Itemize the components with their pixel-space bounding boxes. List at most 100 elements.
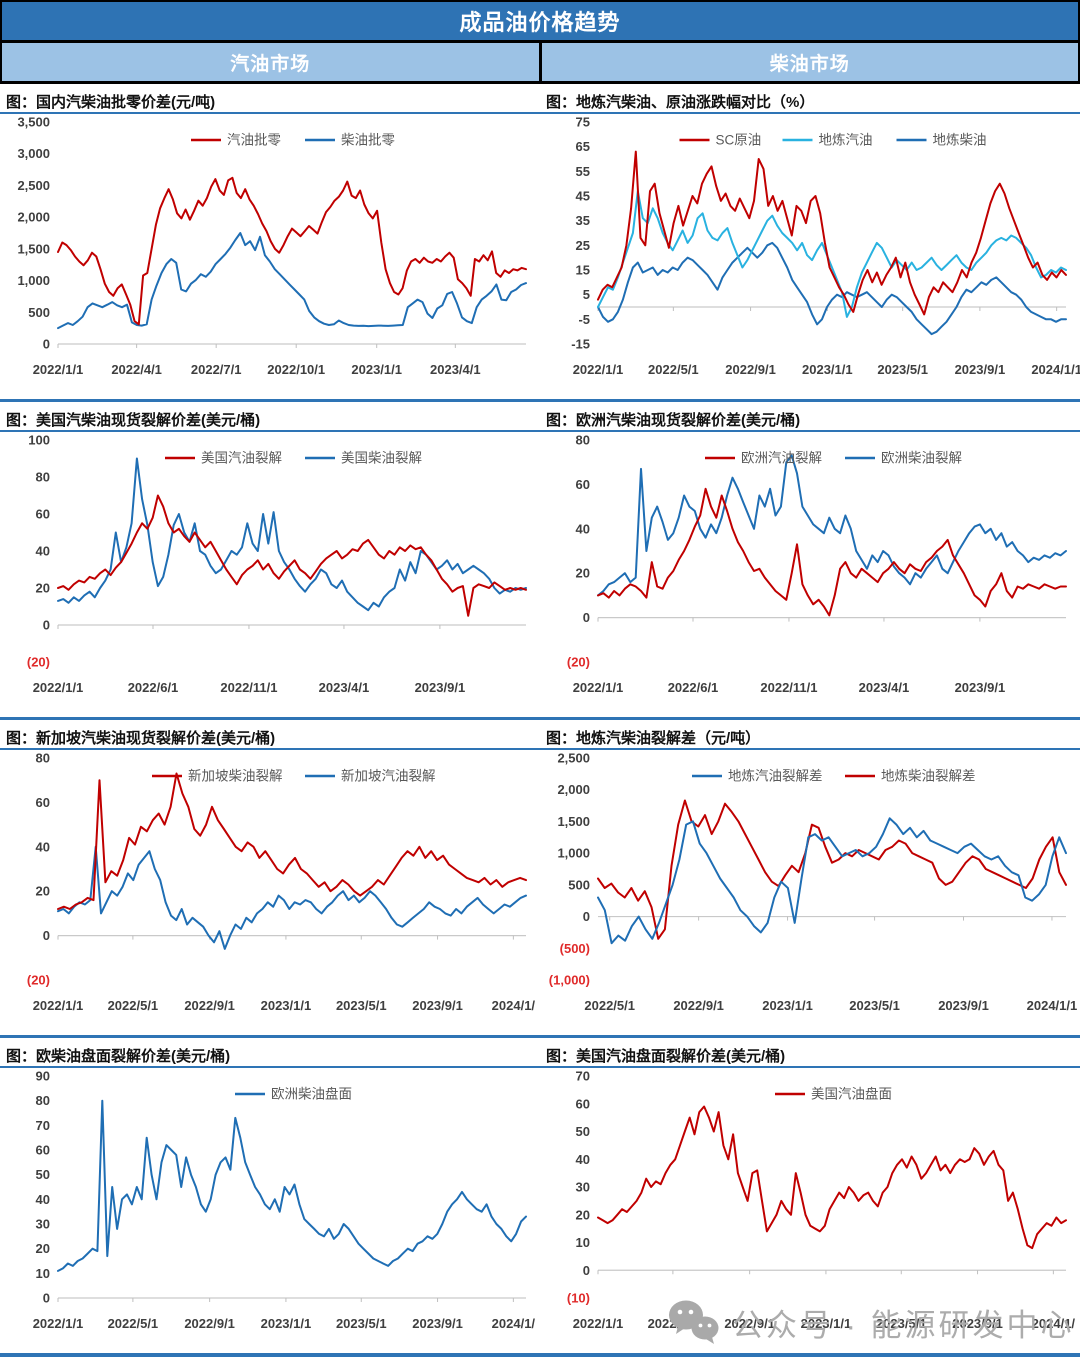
- chart-panel-singapore-crack: 2022/1/1 2022/5/1 2022/9/1 2023/1/1 2023/5/1…: [0, 750, 540, 1035]
- svg-text:(20): (20): [27, 973, 50, 988]
- line-chart-us-crack: 2022/1/1 2022/6/1 2022/11/1 2023/4/1 2023/9/…: [27, 433, 527, 695]
- chart-panel-domestic-spread: 2022/1/1 2022/4/1 2022/7/1 2022/10/1 2023/1/…: [0, 114, 540, 399]
- chart-panel-europe-diesel-futures: 2022/1/1 2022/5/1 2022/9/1 2023/1/1 2023/5/1…: [0, 1068, 540, 1353]
- svg-text:20: 20: [36, 581, 50, 596]
- dashboard-header: 成品油价格趋势 汽油市场 柴油市场: [0, 0, 1080, 84]
- chart-row-3: 图：新加坡汽柴油现货裂解价差(美元/桶) 图：地炼汽柴油裂解差（元/吨） 202…: [0, 720, 1080, 1035]
- chart-title-singapore-crack: 图：新加坡汽柴油现货裂解价差(美元/桶): [6, 730, 276, 747]
- svg-text:新加坡柴油裂解: 新加坡柴油裂解: [188, 769, 283, 784]
- svg-text:50: 50: [576, 1124, 590, 1139]
- svg-text:2024/1/: 2024/1/: [1032, 1316, 1076, 1331]
- svg-text:2022/9/1: 2022/9/1: [725, 362, 776, 377]
- svg-text:欧洲汽油裂解: 欧洲汽油裂解: [741, 451, 822, 466]
- svg-text:2,000: 2,000: [557, 782, 590, 797]
- header-bar: 成品油价格趋势: [2, 2, 1078, 40]
- svg-text:60: 60: [576, 1096, 590, 1111]
- svg-text:2022/4/1: 2022/4/1: [111, 362, 162, 377]
- svg-text:0: 0: [583, 909, 590, 924]
- svg-text:2022/11/1: 2022/11/1: [760, 680, 817, 695]
- svg-text:40: 40: [36, 839, 50, 854]
- svg-text:45: 45: [576, 189, 590, 204]
- svg-text:1,000: 1,000: [557, 846, 590, 861]
- svg-text:2023/5/1: 2023/5/1: [336, 1316, 387, 1331]
- svg-text:地炼柴油裂解差: 地炼柴油裂解差: [881, 769, 976, 784]
- svg-text:-15: -15: [571, 337, 590, 352]
- svg-text:柴油批零: 柴油批零: [341, 133, 395, 148]
- column-divider: [538, 43, 542, 81]
- svg-text:10: 10: [36, 1266, 50, 1281]
- chart-title-us-gasoline-futures: 图：美国汽油盘面裂解价差(美元/桶): [546, 1048, 786, 1065]
- svg-text:欧洲柴油裂解: 欧洲柴油裂解: [881, 451, 962, 466]
- svg-text:40: 40: [576, 521, 590, 536]
- svg-text:80: 80: [36, 470, 50, 485]
- svg-text:2022/9/1: 2022/9/1: [673, 998, 724, 1013]
- svg-text:80: 80: [36, 751, 50, 766]
- line-chart-singapore-crack: 2022/1/1 2022/5/1 2022/9/1 2023/1/1 2023/5/1…: [27, 751, 536, 1014]
- chart-title-refinery-crack: 图：地炼汽柴油裂解差（元/吨）: [546, 730, 761, 747]
- chart-panel-refinery-vs-crude: 2022/1/1 2022/5/1 2022/9/1 2023/1/1 2023/5/1…: [540, 114, 1080, 399]
- svg-text:2024/1/: 2024/1/: [492, 1316, 536, 1331]
- bottom-border: [0, 1353, 1080, 1357]
- chart-panel-us-crack: 2022/1/1 2022/6/1 2022/11/1 2023/4/1 2023/9/…: [0, 432, 540, 717]
- svg-text:20: 20: [576, 1207, 590, 1222]
- svg-text:40: 40: [36, 544, 50, 559]
- svg-text:10: 10: [576, 1235, 590, 1250]
- chart-row-2: 图：美国汽柴油现货裂解价差(美元/桶) 图：欧洲汽柴油现货裂解价差(美元/桶) …: [0, 402, 1080, 717]
- row-3-titles: 图：新加坡汽柴油现货裂解价差(美元/桶) 图：地炼汽柴油裂解差（元/吨）: [0, 720, 1080, 750]
- svg-text:2023/1/1: 2023/1/1: [261, 998, 312, 1013]
- svg-text:1,000: 1,000: [17, 273, 50, 288]
- svg-text:80: 80: [576, 433, 590, 448]
- svg-text:地炼汽油裂解差: 地炼汽油裂解差: [728, 769, 823, 784]
- line-chart-refinery-vs-crude: 2022/1/1 2022/5/1 2022/9/1 2023/1/1 2023/5/1…: [571, 115, 1080, 378]
- chart-panel-us-gasoline-futures: 2022/1/1 2022/5/1 2022/9/1 2023/1/1 2023/5/1…: [540, 1068, 1080, 1353]
- svg-text:2022/1/1: 2022/1/1: [573, 680, 624, 695]
- svg-text:2024/1/1: 2024/1/1: [1031, 362, 1080, 377]
- svg-text:2023/9/1: 2023/9/1: [955, 362, 1006, 377]
- svg-text:2023/5/1: 2023/5/1: [336, 998, 387, 1013]
- svg-text:欧洲柴油盘面: 欧洲柴油盘面: [271, 1086, 352, 1102]
- svg-text:2023/9/1: 2023/9/1: [955, 680, 1006, 695]
- svg-text:2024/1/1: 2024/1/1: [1027, 998, 1078, 1013]
- chart-panel-europe-crack: 2022/1/1 2022/6/1 2022/11/1 2023/4/1 2023/9/…: [540, 432, 1080, 717]
- svg-text:-5: -5: [578, 312, 590, 327]
- svg-text:2022/1/1: 2022/1/1: [573, 362, 624, 377]
- svg-text:2024/1/: 2024/1/: [492, 998, 536, 1013]
- chart-title-us-crack: 图：美国汽柴油现货裂解价差(美元/桶): [6, 412, 261, 429]
- svg-text:2023/9/1: 2023/9/1: [412, 998, 463, 1013]
- chart-title-refinery-vs-crude: 图：地炼汽柴油、原油涨跌幅对比（%）: [546, 94, 815, 111]
- svg-text:2022/1/1: 2022/1/1: [33, 1316, 84, 1331]
- svg-text:2023/1/1: 2023/1/1: [351, 362, 402, 377]
- svg-text:2023/4/1: 2023/4/1: [319, 680, 370, 695]
- market-columns-header: 汽油市场 柴油市场: [2, 43, 1078, 81]
- svg-text:15: 15: [576, 263, 590, 278]
- svg-text:50: 50: [36, 1167, 50, 1182]
- svg-text:55: 55: [576, 164, 590, 179]
- svg-text:2022/1/1: 2022/1/1: [33, 362, 84, 377]
- svg-text:2022/11/1: 2022/11/1: [220, 680, 277, 695]
- svg-text:2023/9/1: 2023/9/1: [938, 998, 989, 1013]
- svg-text:75: 75: [576, 115, 590, 130]
- svg-text:2,500: 2,500: [17, 178, 50, 193]
- line-chart-refinery-crack: 2022/5/1 2022/9/1 2023/1/1 2023/5/1 2023/9/1…: [549, 751, 1078, 1014]
- svg-text:40: 40: [36, 1192, 50, 1207]
- svg-text:20: 20: [576, 566, 590, 581]
- svg-text:3,000: 3,000: [17, 146, 50, 161]
- svg-text:5: 5: [583, 287, 590, 302]
- svg-text:(1,000): (1,000): [549, 973, 590, 988]
- svg-text:2023/4/1: 2023/4/1: [430, 362, 481, 377]
- svg-text:(20): (20): [27, 655, 50, 670]
- svg-text:2022/1/1: 2022/1/1: [573, 1316, 624, 1331]
- line-chart-europe-crack: 2022/1/1 2022/6/1 2022/11/1 2023/4/1 2023/9/…: [567, 433, 1067, 695]
- svg-text:60: 60: [36, 795, 50, 810]
- svg-text:1,500: 1,500: [557, 814, 590, 829]
- svg-text:2022/5/1: 2022/5/1: [648, 1316, 699, 1331]
- svg-text:2,000: 2,000: [17, 210, 50, 225]
- svg-text:SC原油: SC原油: [716, 133, 762, 148]
- svg-text:90: 90: [36, 1069, 50, 1084]
- row-separator: [0, 1035, 1080, 1038]
- svg-text:2022/9/1: 2022/9/1: [184, 998, 235, 1013]
- svg-text:2022/10/1: 2022/10/1: [267, 362, 325, 377]
- svg-text:2022/1/1: 2022/1/1: [33, 998, 84, 1013]
- row-1-titles: 图：国内汽柴油批零价差(元/吨) 图：地炼汽柴油、原油涨跌幅对比（%）: [0, 84, 1080, 114]
- svg-text:30: 30: [36, 1217, 50, 1232]
